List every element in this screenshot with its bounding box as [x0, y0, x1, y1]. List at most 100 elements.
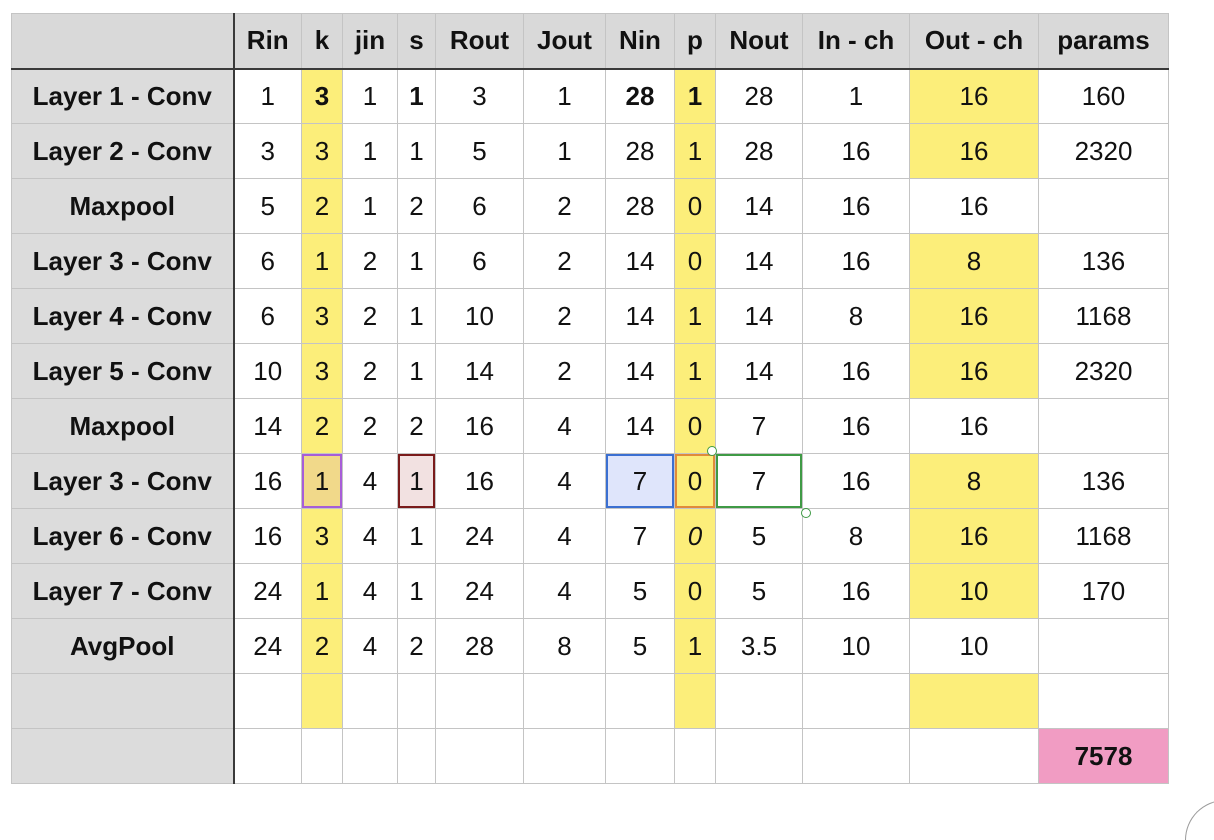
cell-p[interactable] — [674, 728, 716, 784]
cell-p[interactable]: 1 — [674, 288, 716, 344]
cell-jout[interactable]: 2 — [523, 288, 606, 344]
cell-nin[interactable]: 5 — [605, 618, 675, 674]
cell-k[interactable]: 2 — [301, 398, 343, 454]
cell-out-ch[interactable]: 16 — [909, 68, 1039, 124]
cell-k[interactable]: 2 — [301, 618, 343, 674]
cell-nout[interactable]: 14 — [715, 178, 803, 234]
cell-p[interactable]: 1 — [674, 123, 716, 179]
column-header-k[interactable]: k — [301, 13, 343, 70]
row-header[interactable]: Layer 7 - Conv — [11, 563, 235, 619]
cell-k[interactable]: 3 — [301, 288, 343, 344]
row-header[interactable] — [11, 673, 235, 729]
cell-rin[interactable]: 24 — [233, 563, 302, 619]
cell-out-ch[interactable]: 16 — [909, 343, 1039, 399]
cell-jin[interactable]: 4 — [342, 453, 398, 509]
cell-jout[interactable]: 4 — [523, 398, 606, 454]
cell-rin[interactable]: 10 — [233, 343, 302, 399]
cell-rout[interactable]: 10 — [435, 288, 524, 344]
row-header[interactable]: Layer 1 - Conv — [11, 68, 235, 124]
cell-nin[interactable]: 14 — [605, 398, 675, 454]
cell-in-ch[interactable]: 1 — [802, 68, 910, 124]
cell-p[interactable]: 1 — [674, 618, 716, 674]
row-header[interactable]: Layer 3 - Conv — [11, 453, 235, 509]
cell-rin[interactable]: 16 — [233, 453, 302, 509]
cell-params[interactable] — [1038, 618, 1169, 674]
column-header-jout[interactable]: Jout — [523, 13, 606, 70]
cell-rin[interactable]: 3 — [233, 123, 302, 179]
cell-params[interactable]: 1168 — [1038, 288, 1169, 344]
cell-rout[interactable]: 6 — [435, 178, 524, 234]
cell-p[interactable]: 0 — [674, 178, 716, 234]
cell-jout[interactable]: 1 — [523, 123, 606, 179]
cell-nin[interactable]: 7 — [605, 453, 675, 509]
cell-nin[interactable]: 7 — [605, 508, 675, 564]
cell-s[interactable]: 1 — [397, 123, 436, 179]
cell-nout[interactable] — [715, 673, 803, 729]
cell-rin[interactable]: 6 — [233, 288, 302, 344]
corner-cell[interactable] — [11, 13, 235, 70]
cell-params[interactable]: 136 — [1038, 233, 1169, 289]
cell-k[interactable] — [301, 728, 343, 784]
cell-rin[interactable] — [233, 728, 302, 784]
cell-jin[interactable]: 2 — [342, 233, 398, 289]
cell-rout[interactable]: 6 — [435, 233, 524, 289]
cell-params[interactable]: 136 — [1038, 453, 1169, 509]
cell-nout[interactable]: 7 — [715, 453, 803, 509]
cell-k[interactable]: 3 — [301, 508, 343, 564]
cell-jin[interactable]: 2 — [342, 343, 398, 399]
cell-out-ch[interactable]: 16 — [909, 288, 1039, 344]
cell-nin[interactable]: 14 — [605, 288, 675, 344]
cell-jout[interactable]: 1 — [523, 68, 606, 124]
cell-k[interactable]: 1 — [301, 563, 343, 619]
cell-jout[interactable]: 8 — [523, 618, 606, 674]
cell-p[interactable]: 0 — [674, 563, 716, 619]
cell-in-ch[interactable] — [802, 673, 910, 729]
cell-in-ch[interactable]: 16 — [802, 178, 910, 234]
cell-out-ch[interactable]: 10 — [909, 618, 1039, 674]
selection-handle-top-left[interactable] — [707, 446, 717, 456]
row-header[interactable] — [11, 728, 235, 784]
cell-nin[interactable]: 28 — [605, 123, 675, 179]
cell-jout[interactable]: 4 — [523, 508, 606, 564]
cell-s[interactable]: 1 — [397, 68, 436, 124]
cell-params[interactable]: 160 — [1038, 68, 1169, 124]
cell-s[interactable]: 1 — [397, 563, 436, 619]
column-header-nin[interactable]: Nin — [605, 13, 675, 70]
cell-nin[interactable]: 28 — [605, 178, 675, 234]
cell-k[interactable]: 3 — [301, 68, 343, 124]
column-header-jin[interactable]: jin — [342, 13, 398, 70]
cell-params[interactable] — [1038, 673, 1169, 729]
cell-rout[interactable] — [435, 728, 524, 784]
cell-k[interactable]: 1 — [301, 233, 343, 289]
cell-rout[interactable]: 3 — [435, 68, 524, 124]
cell-params[interactable]: 170 — [1038, 563, 1169, 619]
cell-nout[interactable] — [715, 728, 803, 784]
cell-in-ch[interactable]: 16 — [802, 453, 910, 509]
cell-s[interactable]: 2 — [397, 618, 436, 674]
cell-rout[interactable] — [435, 673, 524, 729]
column-header-p[interactable]: p — [674, 13, 716, 70]
cell-out-ch[interactable]: 8 — [909, 233, 1039, 289]
cell-params[interactable]: 2320 — [1038, 343, 1169, 399]
cell-jout[interactable] — [523, 673, 606, 729]
cell-out-ch[interactable]: 8 — [909, 453, 1039, 509]
cell-s[interactable] — [397, 728, 436, 784]
cell-nin[interactable]: 14 — [605, 233, 675, 289]
row-header[interactable]: Maxpool — [11, 178, 235, 234]
cell-in-ch[interactable]: 10 — [802, 618, 910, 674]
cell-rout[interactable]: 24 — [435, 563, 524, 619]
cell-nin[interactable]: 28 — [605, 68, 675, 124]
cell-p[interactable]: 0 — [674, 508, 716, 564]
cell-k[interactable] — [301, 673, 343, 729]
row-header[interactable]: Layer 5 - Conv — [11, 343, 235, 399]
cell-k[interactable]: 2 — [301, 178, 343, 234]
cell-out-ch[interactable] — [909, 728, 1039, 784]
cell-rout[interactable]: 24 — [435, 508, 524, 564]
cell-p[interactable]: 1 — [674, 68, 716, 124]
cell-rin[interactable]: 6 — [233, 233, 302, 289]
cell-nout[interactable]: 14 — [715, 288, 803, 344]
cell-jin[interactable] — [342, 673, 398, 729]
cell-jout[interactable]: 4 — [523, 453, 606, 509]
cell-s[interactable]: 1 — [397, 508, 436, 564]
row-header[interactable]: Layer 2 - Conv — [11, 123, 235, 179]
